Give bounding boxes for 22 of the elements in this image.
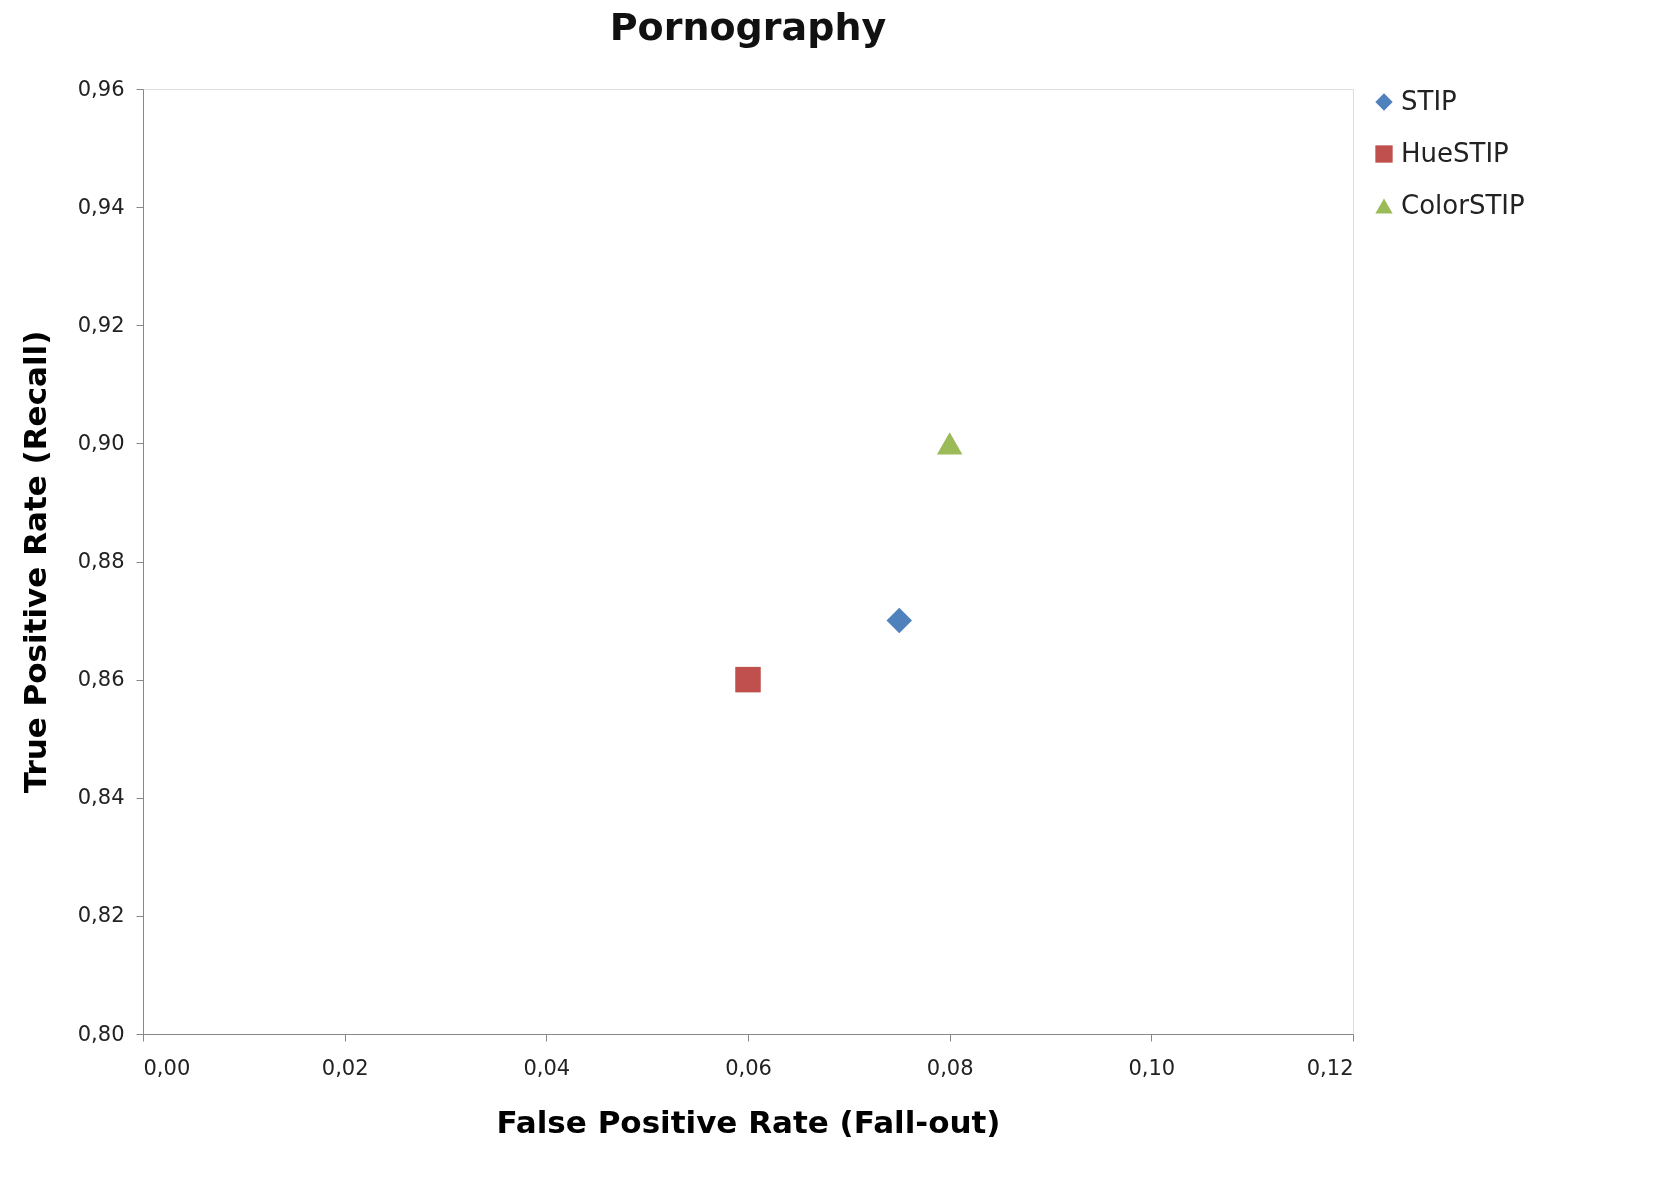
x-tick-label: 0,12 [1306, 1055, 1354, 1080]
x-tick-label: 0,00 [143, 1055, 191, 1080]
y-tick-label: 0,84 [77, 785, 125, 810]
chart-title: Pornography [609, 5, 887, 49]
legend-label: HueSTIP [1401, 138, 1509, 168]
x-tick-label: 0,02 [321, 1055, 369, 1080]
x-tick-label: 0,06 [725, 1055, 772, 1080]
y-tick-label: 0,92 [77, 312, 125, 337]
y-axis-title: True Positive Rate (Recall) [16, 330, 53, 794]
legend-label: ColorSTIP [1401, 190, 1525, 220]
x-tick-label: 0,08 [926, 1055, 974, 1080]
y-tick-label: 0,90 [77, 430, 125, 455]
y-tick-label: 0,86 [77, 667, 125, 692]
x-tick-label: 0,10 [1128, 1055, 1176, 1080]
y-tick-label: 0,82 [77, 903, 125, 928]
legend-label: STIP [1401, 86, 1457, 116]
x-tick-label: 0,04 [523, 1055, 571, 1080]
y-tick-label: 0,80 [77, 1021, 125, 1046]
y-tick-label: 0,88 [77, 549, 125, 573]
y-tick-label: 0,94 [77, 194, 125, 219]
x-axis-title: False Positive Rate (Fall-out) [496, 1103, 1001, 1140]
y-tick-label: 0,96 [77, 76, 125, 101]
